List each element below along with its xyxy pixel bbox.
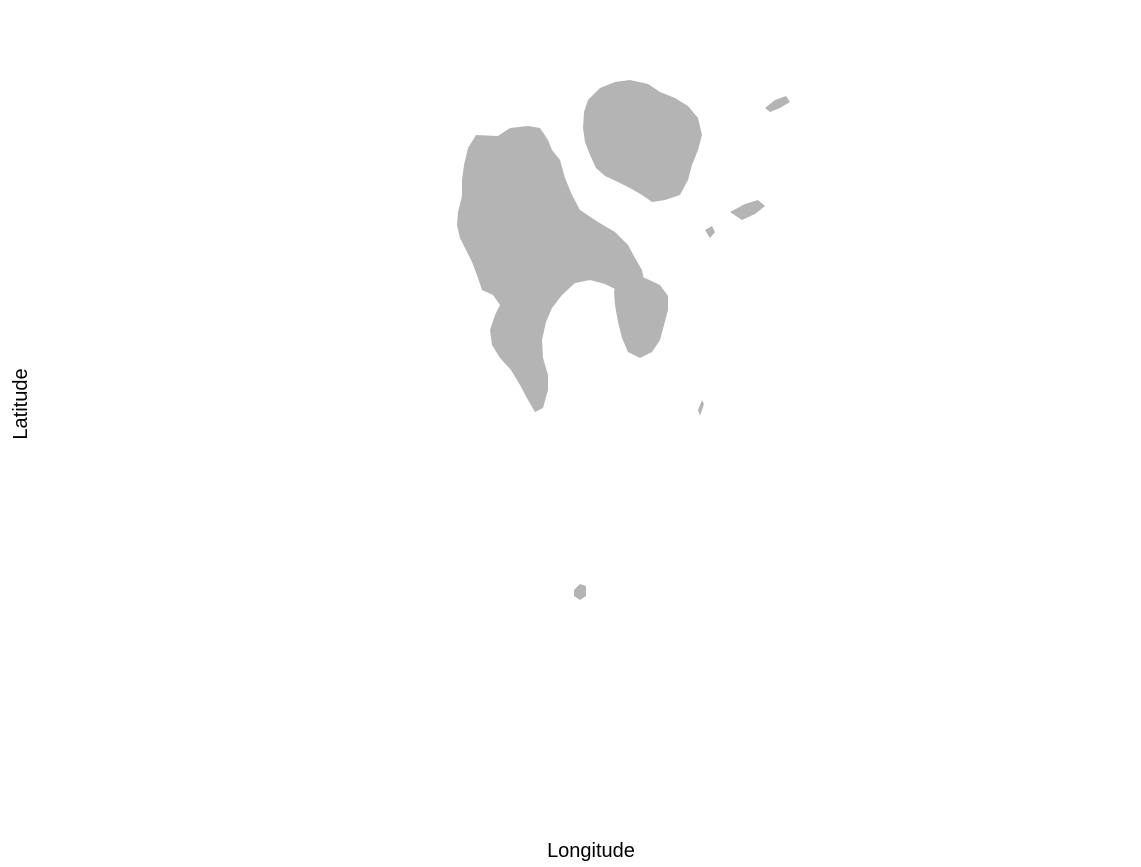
west-spitsbergen	[457, 126, 646, 412]
svalbard-landmass	[457, 80, 790, 600]
barentsoya	[614, 276, 668, 358]
nordaustlandet	[583, 80, 702, 202]
kong-karls-land	[730, 200, 765, 220]
x-axis-title: Longitude	[547, 840, 635, 862]
islet-a	[705, 226, 715, 238]
hopen	[698, 400, 704, 416]
y-axis-title: Latitude	[10, 368, 32, 439]
bjornoya	[574, 584, 586, 600]
kvitoya	[765, 96, 790, 112]
